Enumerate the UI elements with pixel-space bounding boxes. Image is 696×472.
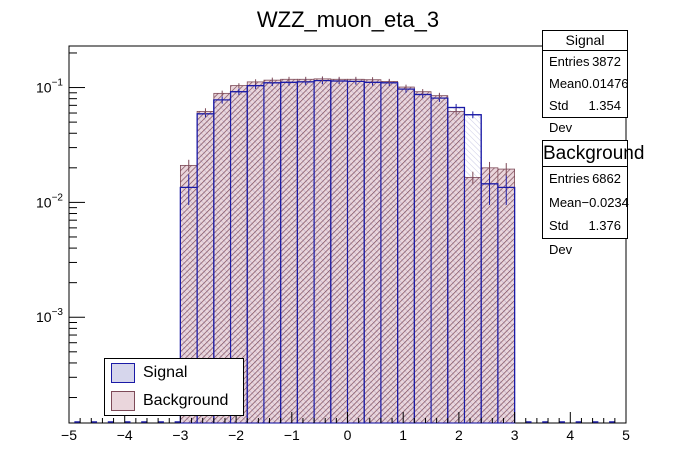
y-tick-label: 10−1 (36, 78, 63, 96)
signal-bar (463, 114, 482, 424)
stats-value: 0.01476 (581, 76, 629, 91)
x-tick-label: 0 (344, 427, 352, 443)
stats-row-entries: Entries 6862 (543, 167, 627, 191)
signal-bar (263, 82, 282, 424)
signal-bar (246, 85, 265, 424)
y-tick-label: 10−2 (36, 192, 63, 210)
legend-entry-signal: Signal (105, 359, 243, 387)
stats-row-std-dev: Std Dev 1.376 (543, 214, 627, 257)
x-tick-label: 3 (511, 427, 519, 443)
error-bars (188, 76, 507, 205)
stats-label: Std Dev (549, 218, 573, 257)
signal-bar (497, 186, 516, 424)
stats-row-mean: Mean −0.0234 (543, 191, 629, 215)
x-tick-label: 5 (622, 427, 630, 443)
x-tick-label: 2 (455, 427, 463, 443)
y-tick-label: 10−3 (36, 307, 63, 325)
stats-row-entries: Entries 3872 (543, 51, 627, 73)
x-tick-label: 4 (566, 427, 574, 443)
signal-bar (346, 80, 365, 424)
signal-bar (413, 93, 432, 424)
stats-label: Mean (549, 76, 582, 91)
signal-bar (430, 97, 449, 424)
x-tick-label: 1 (399, 427, 407, 443)
signal-bar (313, 80, 332, 424)
legend-swatch-signal (111, 363, 135, 383)
stats-label: Entries (549, 171, 590, 186)
signal-bar (380, 82, 399, 424)
chart-title: WZZ_muon_eta_3 (257, 7, 439, 32)
signal-stats-box: Signal Entries 3872 Mean 0.01476 Std Dev… (542, 30, 629, 135)
stats-value: 1.376 (588, 218, 621, 233)
signal-bar (397, 88, 415, 424)
signal-outline (179, 79, 516, 423)
signal-stats-title: Signal (543, 31, 627, 51)
signal-bar (330, 80, 349, 424)
x-tick-label: −3 (172, 427, 188, 443)
signal-bars (179, 79, 516, 424)
legend: Signal Background (104, 358, 244, 416)
background-stats-box: Background Entries 6862 Mean −0.0234 Std… (542, 140, 644, 257)
signal-bar (480, 183, 499, 424)
stats-row-std-dev: Std Dev 1.354 (543, 95, 627, 135)
stats-label: Std Dev (549, 98, 573, 135)
x-tick-label: −5 (61, 427, 77, 443)
x-tick-label: −4 (117, 427, 133, 443)
stats-value: 6862 (592, 171, 621, 186)
background-stats-title: Background (543, 141, 644, 167)
signal-bar (280, 81, 298, 424)
x-tick-label: −1 (284, 427, 300, 443)
stats-value: 1.354 (588, 98, 621, 113)
stats-row-mean: Mean 0.01476 (543, 73, 629, 95)
signal-bar (363, 81, 382, 424)
signal-bar (296, 81, 315, 424)
signal-bar (447, 106, 466, 424)
legend-label: Signal (143, 364, 188, 381)
stats-value: −0.0234 (581, 194, 629, 210)
stats-label: Entries (549, 54, 590, 69)
legend-label: Background (143, 392, 229, 409)
x-tick-label: −2 (228, 427, 244, 443)
stats-value: 3872 (592, 54, 621, 69)
stats-label: Mean (549, 194, 582, 210)
legend-entry-background: Background (105, 387, 243, 415)
legend-swatch-background (111, 391, 135, 411)
